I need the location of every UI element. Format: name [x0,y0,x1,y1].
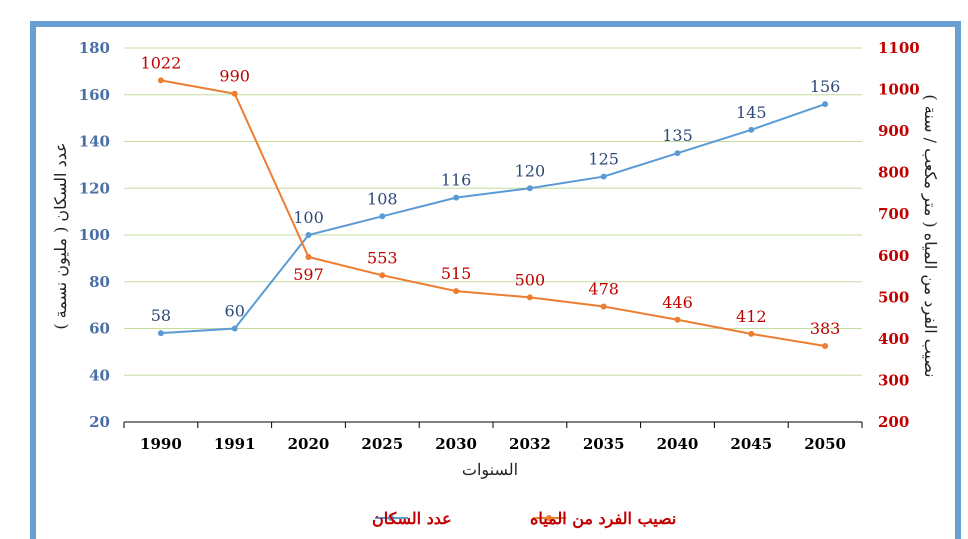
population-data-label: 120 [515,161,546,180]
left-tick-label: 40 [89,366,110,384]
water-share-data-label: 553 [367,248,398,267]
water-share-point [453,288,460,295]
right-tick-label: 800 [878,164,909,182]
population-point [674,150,681,157]
x-tick-label: 2045 [730,435,772,453]
water-share-point [674,316,681,323]
water-share-point [231,90,238,97]
x-tick-label: 2035 [583,435,625,453]
water-share-line [160,79,826,347]
right-tick-label: 1100 [878,39,920,57]
population-data-label: 108 [367,189,398,208]
legend-water-marker [546,515,552,521]
population-point [157,330,164,337]
x-tick-label: 2040 [657,435,699,453]
population-point [453,194,460,201]
legend-water-label: نصيب الفرد من المياه [530,509,676,529]
right-tick-label: 600 [878,247,909,265]
water-share-point [379,272,386,279]
x-tick-label: 2030 [435,435,477,453]
population-point [526,185,533,192]
water-share-data-label: 597 [293,265,324,284]
left-tick-label: 60 [89,320,110,338]
left-tick-label: 80 [89,273,110,291]
left-tick-label: 100 [79,226,110,244]
population-line [160,103,826,335]
water-share-data-label: 515 [441,264,472,283]
x-tick-label: 2020 [288,435,330,453]
population-point [379,213,386,220]
x-tick-label: 2032 [509,435,551,453]
population-data-label: 60 [225,302,245,321]
chart-frame [30,21,961,539]
population-point [600,173,607,180]
left-tick-label: 160 [79,86,110,104]
right-tick-label: 200 [878,413,909,431]
x-tick-label: 1990 [140,435,182,453]
water-share-point [157,77,164,84]
right-tick-label: 300 [878,371,909,389]
x-tick-label: 2050 [804,435,846,453]
water-share-point [822,342,829,349]
right-tick-label: 900 [878,122,909,140]
left-tick-label: 180 [79,39,110,57]
series-layer [157,77,829,349]
right-tick-label: 700 [878,205,909,223]
left-tick-label: 120 [79,179,110,197]
right-axis-title: نصيب الفرد من المياه ( متر مكعب / سنة ) [921,94,940,377]
right-axis-ticks: 200 300 400 500 600 700 800 900 1000 1100 [878,39,920,431]
population-data-label: 125 [588,150,619,169]
population-point [231,325,238,332]
water-share-data-label: 383 [810,319,841,338]
water-share-point [526,294,533,301]
left-tick-label: 20 [89,413,110,431]
population-data-label: 116 [441,171,472,190]
legend: نصيب الفرد من المياه عدد السكان [372,509,676,529]
x-axis-ticks: 1990 1991 2020 2025 2030 2032 2035 2040 2045 2050 [140,435,846,453]
population-data-label: 156 [810,77,841,96]
water-share-point [748,330,755,337]
right-tick-label: 1000 [878,81,920,99]
legend-population-marker [388,515,394,521]
legend-population-label: عدد السكان [372,509,452,528]
right-tick-label: 500 [878,288,909,306]
population-point [822,101,829,108]
x-tick-label: 2025 [361,435,403,453]
water-share-data-label: 478 [588,279,619,298]
gridlines [124,47,862,376]
population-data-label: 135 [662,126,693,145]
population-point [305,232,312,238]
left-tick-label: 140 [79,133,110,151]
population-data-label: 145 [736,103,767,122]
population-data-label: 58 [151,306,171,325]
data-labels: 58 60 100 108 116 120 125 135 145 156 1022 990 597 55… [141,53,841,338]
water-share-data-label: 1022 [141,53,182,72]
population-data-label: 100 [293,208,324,227]
right-tick-label: 400 [878,330,909,348]
water-share-data-label: 500 [515,270,546,289]
water-share-data-label: 412 [736,307,767,326]
water-share-data-label: 446 [662,293,693,312]
left-axis-title: عدد السكان ( مليون نسمة ) [51,142,70,329]
water-share-data-label: 990 [219,67,250,86]
left-axis-ticks: 20 40 60 80 100 120 140 160 180 [79,39,110,431]
x-tick-label: 1991 [214,435,256,453]
water-share-point [600,303,607,310]
x-axis-title: السنوات [462,460,518,479]
population-point [748,126,755,133]
axes [123,421,863,428]
water-share-point [305,254,312,261]
